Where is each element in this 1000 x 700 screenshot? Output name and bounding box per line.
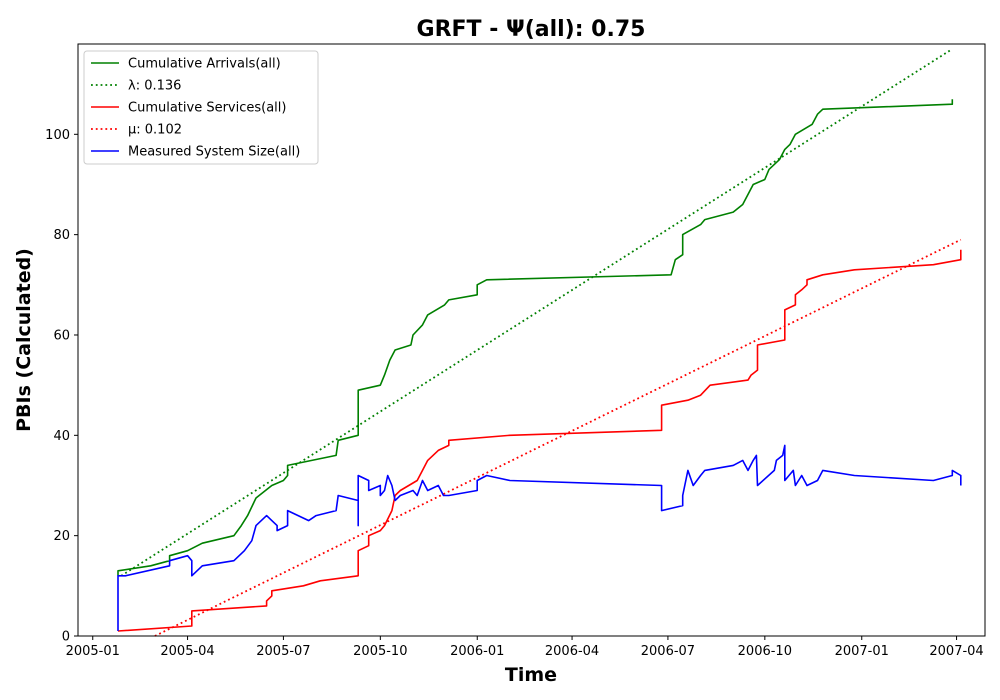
x-tick-label-7: 2006-10 [738,644,792,659]
y-tick-label-1: 20 [53,529,70,544]
legend-label-3: μ: 0.102 [128,123,182,138]
y-tick-label-0: 0 [62,630,70,645]
series-line-1 [120,48,953,577]
x-tick-label-0: 2005-01 [66,644,120,659]
series-line-3 [154,238,962,637]
x-tick-label-1: 2005-04 [160,644,214,659]
chart-title: GRFT - Ψ(all): 0.75 [417,17,646,42]
legend-label-4: Measured System Size(all) [128,145,300,160]
series-line-4 [117,444,962,631]
x-axis-label: Time [505,664,557,686]
x-tick-label-5: 2006-04 [545,644,599,659]
legend-label-2: Cumulative Services(all) [128,101,286,116]
legend: Cumulative Arrivals(all) λ: 0.136 Cumulati… [83,50,319,165]
legend-label-1: λ: 0.136 [128,79,181,94]
y-axis: 0 20 40 60 80 100 [45,128,78,645]
x-tick-label-9: 2007-04 [929,644,983,659]
y-tick-label-3: 60 [53,328,70,343]
plot-lines [117,48,962,637]
x-tick-label-3: 2005-10 [353,644,407,659]
y-tick-label-5: 100 [45,128,70,143]
x-tick-label-8: 2007-01 [835,644,889,659]
series-line-0 [117,99,954,576]
legend-box [83,50,319,165]
series-line-2 [117,249,962,632]
x-axis: 2005-01 2005-04 2005-07 2005-10 2006-01 2006-… [66,636,984,659]
x-tick-label-4: 2006-01 [450,644,504,659]
y-axis-label: PBIs (Calculated) [13,248,35,432]
x-tick-label-6: 2006-07 [641,644,695,659]
y-tick-label-2: 40 [53,429,70,444]
y-tick-label-4: 80 [53,228,70,243]
plot-frame [77,43,986,637]
x-tick-label-2: 2005-07 [256,644,310,659]
legend-label-0: Cumulative Arrivals(all) [128,57,281,72]
